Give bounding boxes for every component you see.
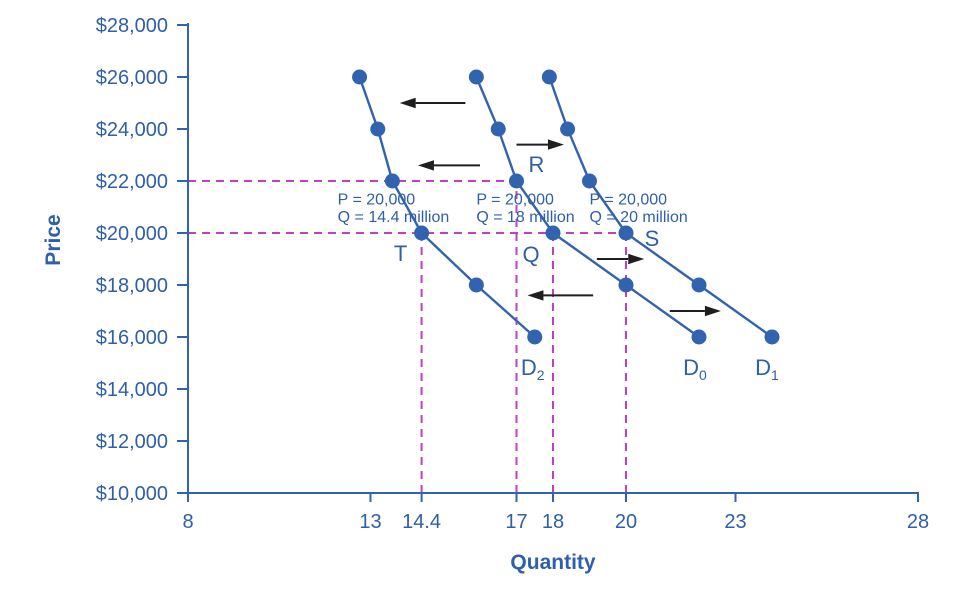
curve-label-D1: D1	[755, 355, 779, 383]
curve-label-D0: D0	[683, 355, 707, 383]
labels-layer: D2 D0 D1 R T Q S P = 20,000 Q = 14.4 million P = …	[338, 152, 779, 383]
shift-arrow-head	[417, 160, 434, 171]
annotation-1: P = 20,000 Q = 14.4 million	[338, 191, 450, 226]
demand-point-D1	[618, 225, 634, 241]
demand-point-D1	[691, 277, 707, 293]
shift-arrow-head	[628, 253, 645, 265]
x-tick-label: 20	[615, 511, 637, 533]
y-tick-label: $20,000	[96, 223, 168, 245]
curve-label-D2: D2	[521, 355, 545, 383]
demand-point-D1	[560, 121, 576, 137]
demand-point-D0	[509, 173, 524, 189]
demand-point-D0	[490, 121, 506, 137]
demand-point-D0	[691, 329, 707, 345]
x-tick-label: 23	[724, 511, 746, 533]
y-tick-label: $14,000	[96, 379, 168, 401]
demand-point-D2	[414, 225, 430, 241]
y-tick-label: $16,000	[96, 327, 168, 349]
y-tick-label: $10,000	[96, 483, 168, 505]
axes-layer: $10,000 $12,000 $14,000 $16,000 $18,000 $20,0…	[96, 15, 929, 533]
demand-curve-D2	[358, 76, 536, 338]
y-axis-title: Price	[42, 214, 65, 265]
y-tick-label: $12,000	[96, 431, 168, 453]
y-tick-label: $28,000	[96, 15, 168, 37]
annotation-3: P = 20,000 Q = 20 million	[590, 191, 688, 226]
demand-curve-D1	[548, 76, 773, 338]
shift-arrow-head	[399, 97, 416, 109]
demand-point-D1	[541, 69, 557, 85]
demand-point-D0	[618, 277, 634, 293]
y-tick-label: $24,000	[96, 119, 168, 141]
demand-curves-layer	[352, 69, 780, 345]
y-tick-label: $26,000	[96, 67, 168, 89]
demand-point-D1	[582, 173, 597, 189]
shift-arrow-head	[547, 139, 564, 150]
demand-point-D2	[352, 69, 368, 85]
demand-point-D2	[468, 277, 484, 293]
point-label-R: R	[529, 152, 545, 177]
y-tick-label: $22,000	[96, 171, 168, 193]
annotation-2: P = 20,000 Q = 18 million	[476, 191, 574, 226]
shift-arrow-head	[704, 305, 721, 317]
x-tick-label: 18	[542, 511, 564, 533]
x-tick-label: 13	[359, 511, 381, 533]
x-axis-title: Quantity	[510, 551, 595, 574]
demand-point-D0	[545, 225, 561, 241]
x-tick-label: 28	[907, 511, 929, 533]
demand-curve-D0	[475, 76, 700, 338]
x-tick-label: 17	[505, 511, 527, 533]
y-tick-label: $18,000	[96, 275, 168, 297]
point-label-Q: Q	[522, 242, 539, 267]
demand-point-D1	[764, 329, 780, 345]
shift-arrow-head	[527, 290, 544, 301]
demand-point-D2	[527, 329, 543, 345]
demand-point-D0	[468, 69, 484, 85]
demand-point-D2	[384, 173, 400, 189]
point-label-S: S	[645, 226, 660, 251]
point-label-T: T	[394, 241, 407, 266]
dashed-guides-layer	[188, 180, 627, 493]
demand-point-D2	[370, 121, 386, 137]
x-tick-label: 14.4	[402, 511, 441, 533]
x-tick-label: 8	[182, 511, 193, 533]
shift-arrows-layer	[399, 97, 721, 317]
